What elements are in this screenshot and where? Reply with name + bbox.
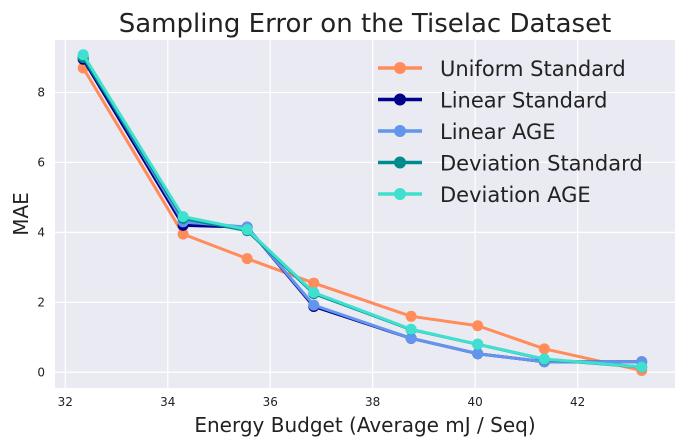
- legend-item: Linear AGE: [378, 120, 555, 144]
- grid-layer: [55, 40, 675, 388]
- legend-label: Uniform Standard: [440, 57, 626, 81]
- data-point: [308, 299, 320, 311]
- y-tick-label: 6: [37, 155, 45, 169]
- x-tick-label: 38: [365, 395, 380, 409]
- x-tick-label: 42: [570, 395, 585, 409]
- series-line: [81, 54, 642, 364]
- data-point: [472, 348, 484, 360]
- legend-item: Deviation Standard: [378, 152, 643, 176]
- data-point: [308, 287, 320, 299]
- series-line: [81, 67, 643, 372]
- chart-title: Sampling Error on the Tiselac Dataset: [119, 9, 612, 39]
- legend: Uniform Standard Linear Standard Linear AG…: [378, 57, 643, 207]
- data-point: [77, 49, 89, 61]
- data-point: [636, 361, 648, 373]
- data-point: [308, 277, 320, 289]
- x-axis-title: Energy Budget (Average mJ / Seq): [194, 413, 535, 437]
- y-tick-label: 2: [37, 295, 45, 309]
- x-tick-label: 40: [468, 395, 483, 409]
- x-tick-label: 36: [263, 395, 278, 409]
- legend-swatch-marker: [394, 156, 406, 169]
- data-point: [405, 332, 417, 344]
- y-tick-label: 0: [37, 365, 45, 379]
- legend-label: Linear AGE: [440, 120, 555, 144]
- data-point: [177, 211, 189, 223]
- data-point: [177, 228, 189, 240]
- legend-swatch-marker: [394, 125, 406, 137]
- data-point: [472, 320, 484, 332]
- data-point: [538, 353, 550, 365]
- data-point: [241, 253, 253, 265]
- legend-swatch-marker: [394, 93, 406, 106]
- series-uniform-standard: [77, 62, 648, 377]
- tick-layer: 32 34 36 38 40 42 0 2 4 6 8: [37, 85, 585, 409]
- legend-item: Deviation AGE: [378, 183, 591, 207]
- series-line: [81, 53, 642, 369]
- legend-item: Linear Standard: [378, 89, 607, 113]
- data-point: [538, 343, 550, 355]
- y-axis-title: MAE: [9, 192, 33, 236]
- legend-item: Uniform Standard: [378, 57, 626, 81]
- legend-swatch-marker: [394, 62, 406, 74]
- x-tick-label: 32: [58, 395, 73, 409]
- data-point: [472, 338, 484, 350]
- data-point: [241, 224, 253, 236]
- series-deviation-age: [77, 49, 648, 373]
- plot-background: [55, 40, 675, 388]
- data-point: [405, 323, 417, 335]
- y-tick-label: 8: [37, 85, 45, 99]
- y-tick-label: 4: [37, 225, 45, 239]
- data-point: [405, 310, 417, 322]
- legend-label: Linear Standard: [440, 89, 607, 113]
- x-tick-label: 34: [160, 395, 175, 409]
- legend-label: Deviation Standard: [440, 152, 643, 176]
- legend-swatch-marker: [394, 188, 406, 200]
- legend-label: Deviation AGE: [440, 183, 591, 207]
- series-layer: [77, 49, 648, 377]
